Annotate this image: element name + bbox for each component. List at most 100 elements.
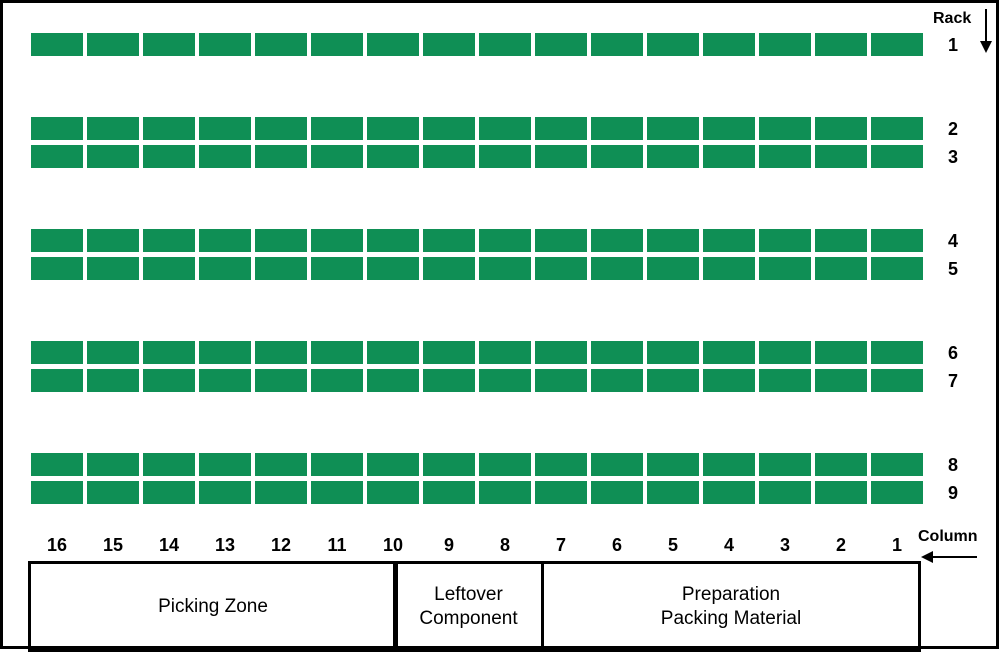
rack-slot bbox=[759, 117, 811, 140]
rack-slot bbox=[759, 33, 811, 56]
rack-slot bbox=[871, 369, 923, 392]
arrow-left-icon bbox=[921, 551, 977, 563]
rack-slot bbox=[703, 145, 755, 168]
rack-slot bbox=[703, 33, 755, 56]
rack-slot bbox=[143, 145, 195, 168]
rack-slot bbox=[703, 229, 755, 252]
rack-slot bbox=[703, 453, 755, 476]
rack-slot bbox=[815, 117, 867, 140]
rack-slot bbox=[591, 117, 643, 140]
rack-slot bbox=[815, 453, 867, 476]
column-number: 2 bbox=[835, 535, 846, 555]
column-number: 12 bbox=[270, 535, 292, 555]
rack-slot bbox=[367, 257, 419, 280]
rack-slot bbox=[31, 453, 83, 476]
rack-slot bbox=[311, 341, 363, 364]
rack-slot bbox=[31, 369, 83, 392]
rack-slot bbox=[759, 145, 811, 168]
rack-number: 9 bbox=[947, 483, 958, 503]
rack-slot bbox=[199, 117, 251, 140]
rack-slot bbox=[535, 145, 587, 168]
rack-slot bbox=[423, 481, 475, 504]
rack-slot bbox=[647, 33, 699, 56]
column-number: 11 bbox=[327, 535, 347, 555]
rack-slot bbox=[871, 145, 923, 168]
rack-slot bbox=[871, 453, 923, 476]
rack-number: 4 bbox=[947, 231, 958, 251]
rack-slot bbox=[647, 481, 699, 504]
rack-slot bbox=[535, 369, 587, 392]
zone-label-line: Leftover bbox=[434, 583, 503, 605]
picking-zone-label: Picking Zone bbox=[158, 595, 268, 619]
rack-slot bbox=[871, 33, 923, 56]
rack-slot bbox=[311, 453, 363, 476]
rack-slot bbox=[479, 229, 531, 252]
rack-slot bbox=[647, 145, 699, 168]
rack-slot bbox=[367, 117, 419, 140]
column-number: 4 bbox=[723, 535, 734, 555]
rack-slot bbox=[479, 33, 531, 56]
column-axis-title: Column bbox=[918, 528, 978, 545]
leftover-component-label: Leftover Component bbox=[419, 583, 517, 631]
rack-slot bbox=[759, 369, 811, 392]
rack-slot bbox=[591, 369, 643, 392]
rack-slot bbox=[703, 481, 755, 504]
rack-slot bbox=[255, 453, 307, 476]
rack-slot bbox=[367, 481, 419, 504]
rack-slot bbox=[255, 117, 307, 140]
rack-slot bbox=[255, 481, 307, 504]
rack-slot bbox=[255, 229, 307, 252]
rack-slot bbox=[759, 453, 811, 476]
rack-slot bbox=[815, 145, 867, 168]
rack-slot bbox=[759, 341, 811, 364]
rack-slot bbox=[143, 117, 195, 140]
rack-slot bbox=[815, 229, 867, 252]
rack-slot bbox=[479, 117, 531, 140]
rack-slot bbox=[871, 341, 923, 364]
rack-slot bbox=[815, 369, 867, 392]
rack-number: 3 bbox=[947, 147, 958, 167]
rack-slot bbox=[647, 453, 699, 476]
rack-slot bbox=[759, 481, 811, 504]
rack-number: 1 bbox=[947, 35, 958, 55]
column-number: 9 bbox=[443, 535, 454, 555]
zone-label-line: Component bbox=[419, 607, 518, 629]
rack-slot bbox=[647, 229, 699, 252]
rack-slot bbox=[311, 33, 363, 56]
zone-label-line: Packing Material bbox=[660, 607, 802, 629]
rack-slot bbox=[423, 369, 475, 392]
rack-slot bbox=[255, 257, 307, 280]
rack-slot bbox=[199, 341, 251, 364]
rack-slot bbox=[423, 117, 475, 140]
rack-slot bbox=[479, 369, 531, 392]
rack-slot bbox=[311, 229, 363, 252]
rack-slot bbox=[423, 341, 475, 364]
rack-slot bbox=[591, 229, 643, 252]
rack-slot bbox=[871, 117, 923, 140]
rack-slot bbox=[479, 145, 531, 168]
rack-slot bbox=[759, 229, 811, 252]
rack-slot bbox=[87, 117, 139, 140]
rack-slot bbox=[87, 33, 139, 56]
rack-slot bbox=[703, 257, 755, 280]
rack-number: 7 bbox=[947, 371, 958, 391]
rack-slot bbox=[871, 481, 923, 504]
rack-number: 6 bbox=[947, 343, 958, 363]
rack-slot bbox=[367, 33, 419, 56]
rack-slot bbox=[199, 369, 251, 392]
picking-zone: Picking Zone bbox=[28, 561, 398, 652]
rack-slot bbox=[199, 145, 251, 168]
column-number: 6 bbox=[611, 535, 622, 555]
rack-slot bbox=[311, 481, 363, 504]
column-number: 13 bbox=[214, 535, 236, 555]
rack-slot bbox=[423, 145, 475, 168]
preparation-packing-zone: Preparation Packing Material bbox=[541, 561, 921, 652]
rack-slot bbox=[479, 453, 531, 476]
rack-slot bbox=[479, 257, 531, 280]
rack-slot bbox=[647, 117, 699, 140]
rack-slot bbox=[87, 229, 139, 252]
arrow-down-icon bbox=[980, 9, 992, 53]
rack-slot bbox=[143, 257, 195, 280]
zone-label-line: Picking Zone bbox=[158, 595, 268, 617]
